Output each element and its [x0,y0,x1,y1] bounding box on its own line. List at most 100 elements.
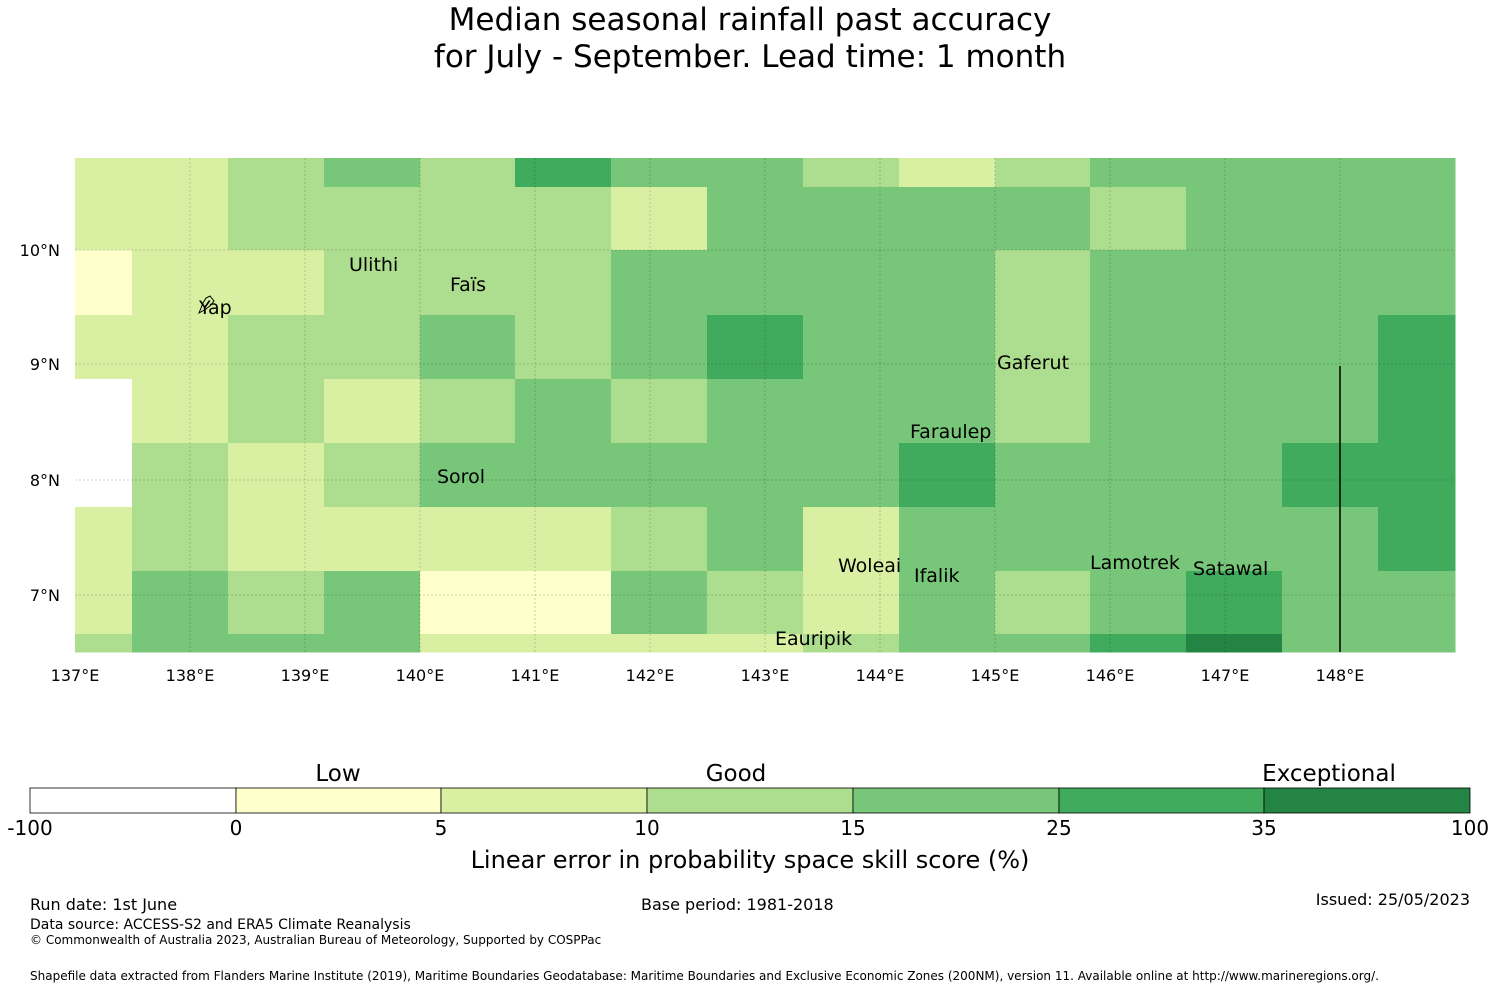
grid-cell [899,187,996,251]
grid-cell [1186,379,1283,444]
grid-cell [899,379,996,444]
grid-cell [1186,634,1283,653]
place-labels: Ulithi Faïs Yap Gaferut Faraulep Sorol Woleai I… [198,254,1268,650]
grid-cell [1186,315,1283,380]
grid-cell [803,187,900,251]
lon-label: 144°E [856,666,905,685]
lon-label: 139°E [281,666,330,685]
grid-cell [420,379,516,444]
grid-cell [1378,250,1456,316]
grid-cell [132,571,229,635]
grid-cell [995,443,1091,508]
grid-cell [1090,634,1187,653]
grid-cell [803,571,900,635]
yap-island-icon [198,295,215,315]
grid-cell [1282,250,1379,316]
grid-cell [803,443,900,508]
grid-cell [611,507,708,572]
grid-cell [803,379,900,444]
grid-cell [515,443,612,508]
grid-cell [420,315,516,380]
lon-label: 138°E [166,666,215,685]
grid-cell [515,507,612,572]
grid-cell [1090,158,1187,188]
grid-cell [420,571,516,635]
grid-cell [1186,571,1283,635]
grid-cell [995,379,1091,444]
grid-cell [899,443,996,508]
lon-label: 146°E [1086,666,1135,685]
grid-cell [1282,571,1379,635]
grid-cell [611,315,708,380]
place-label: Ifalik [914,565,960,587]
grid-cell [1282,158,1379,188]
grid-cell [228,634,325,653]
grid-cell [995,250,1091,316]
grid-cell [75,634,133,653]
data-source: Data source: ACCESS-S2 and ERA5 Climate … [30,917,411,933]
grid-cell [1378,634,1456,653]
grid-cell [1186,443,1283,508]
grid-cell [899,507,996,572]
issued-date: Issued: 25/05/2023 [1315,890,1470,909]
lon-label: 142°E [626,666,675,685]
grid-cell [1090,250,1187,316]
lon-label: 140°E [396,666,445,685]
grid-cell [515,187,612,251]
colorbar-segment [440,787,648,814]
grid-cell [228,507,325,572]
colorbar-tick-label: -100 [7,816,52,840]
graticule [75,158,1455,652]
grid-cell [1186,158,1283,188]
place-label: Faraulep [910,421,991,443]
grid-cell [515,250,612,316]
grid-cell [228,187,325,251]
grid-cell [1378,507,1456,572]
grid-cell [132,250,229,316]
grid-cell [132,507,229,572]
grid-cell [707,187,804,251]
grid-cell [707,443,804,508]
lon-label: 148°E [1316,666,1365,685]
grid-cell [707,379,804,444]
grid-cell [1090,571,1187,635]
grid-cell [611,571,708,635]
grid-cell [515,634,612,653]
grid-cell [420,443,516,508]
grid-cell [995,634,1091,653]
grid-cell [1378,158,1456,188]
colorbar-tick-label: 15 [840,816,865,840]
grid-cell [707,507,804,572]
grid-cell [1186,250,1283,316]
grid-cell [75,507,133,572]
grid-cell [75,571,133,635]
grid-cell [420,250,516,316]
grid-cell [1282,634,1379,653]
copyright-notice: © Commonwealth of Australia 2023, Austra… [30,933,602,947]
colorbar-segment [852,787,1060,814]
grid-cell [1282,507,1379,572]
grid-cell [132,315,229,380]
place-label: Lamotrek [1090,552,1180,574]
grid-cell [611,250,708,316]
colorbar-tick-label: 0 [230,816,243,840]
grid-cell [995,315,1091,380]
grid-cell [515,379,612,444]
grid-cell [228,443,325,508]
grid-cell [995,187,1091,251]
colorbar-segment [1058,787,1265,814]
grid-cell [707,634,804,653]
grid-cell [707,571,804,635]
place-label: Satawal [1193,558,1268,580]
grid-cell [1378,571,1456,635]
grid-cell [132,634,229,653]
place-label: Yap [198,297,232,319]
lat-label: 7°N [30,586,60,605]
grid-cell [1282,443,1379,508]
grid-cell [707,315,804,380]
grid-cell [75,187,133,251]
grid-cell [1282,379,1379,444]
grid-cell [324,571,421,635]
grid-cell [324,158,421,188]
grid-cell [1282,315,1379,380]
